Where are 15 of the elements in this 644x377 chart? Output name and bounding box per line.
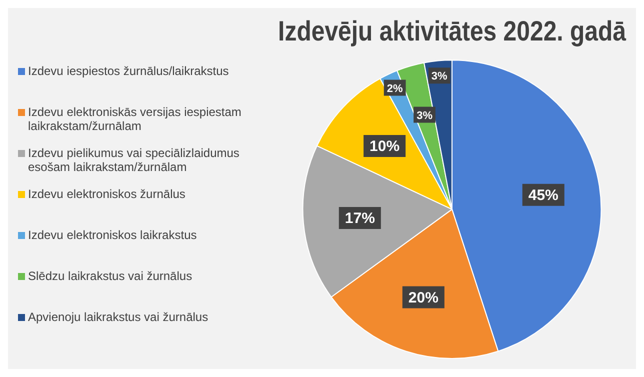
data-label: 3%: [431, 70, 448, 83]
data-label: 20%: [408, 289, 438, 306]
legend-label: Apvienoju laikrakstus vai žurnālus: [28, 310, 208, 324]
legend-label: Izdevu pielikumus vai speciālizlaidumus esošam laikrakstam/žurnālam: [28, 146, 240, 174]
legend-label: Izdevu elektroniskās versijas iespiestam laikrakstam/žurnālam: [28, 105, 242, 133]
legend-label: Izdevu elektroniskos laikrakstus: [28, 228, 197, 242]
data-label: 45%: [528, 186, 558, 204]
legend-label: Izdevu elektroniskos žurnālus: [28, 187, 186, 201]
data-label: 2%: [386, 82, 403, 95]
data-label: 3%: [416, 110, 433, 122]
legend-label: Izdevu iespiestos žurnālus/laikrakstus: [28, 64, 229, 78]
data-label: 10%: [370, 138, 400, 156]
data-label: 17%: [344, 210, 375, 228]
chart-title: Izdevēju aktivitātes 2022. gadā: [278, 14, 626, 47]
legend-label: Slēdzu laikrakstus vai žurnālus: [28, 269, 192, 283]
